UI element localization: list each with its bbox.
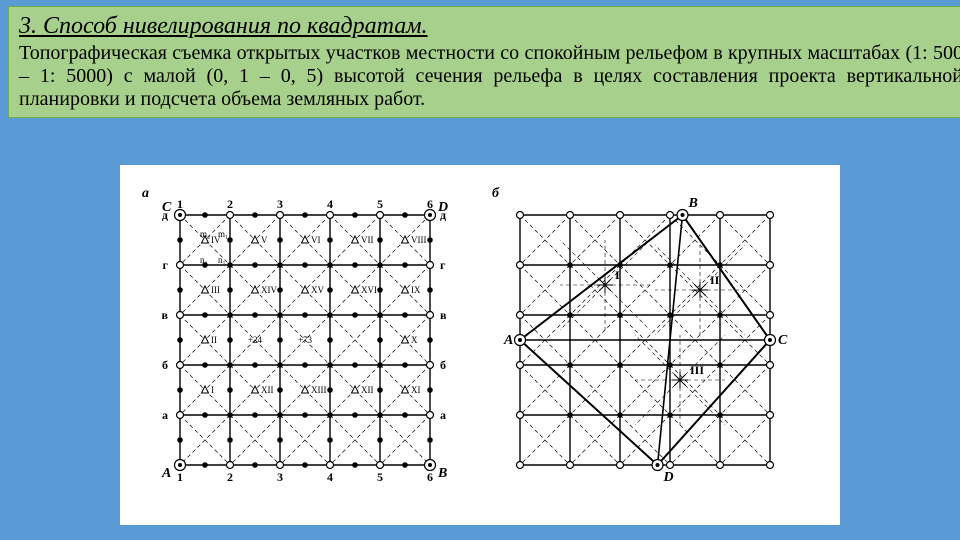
svg-text:1: 1 bbox=[177, 470, 183, 484]
diagram-svg: аIVVVIVIIVIIIIIIXIVXVXVIIXII+24+73XIXIIX… bbox=[120, 175, 840, 515]
svg-text:VIII: VIII bbox=[411, 235, 427, 245]
svg-text:A: A bbox=[161, 466, 171, 481]
svg-text:B: B bbox=[688, 196, 698, 211]
svg-text:X: X bbox=[411, 335, 418, 345]
svg-text:г: г bbox=[163, 258, 169, 272]
svg-text:д: д bbox=[162, 208, 168, 222]
svg-text:A: A bbox=[503, 333, 513, 348]
svg-text:а: а bbox=[440, 408, 446, 422]
figure-container: аIVVVIVIIVIIIIIIXIVXVXVIIXII+24+73XIXIIX… bbox=[120, 165, 840, 525]
svg-text:2: 2 bbox=[227, 197, 233, 211]
svg-text:VI: VI bbox=[311, 235, 321, 245]
svg-text:б: б bbox=[162, 358, 168, 372]
svg-text:б: б bbox=[440, 358, 446, 372]
svg-text:m₁: m₁ bbox=[218, 229, 228, 239]
svg-text:III: III bbox=[690, 363, 704, 377]
svg-text:n₂: n₂ bbox=[200, 255, 208, 265]
svg-text:3: 3 bbox=[277, 470, 283, 484]
svg-text:6: 6 bbox=[427, 470, 433, 484]
svg-text:5: 5 bbox=[377, 470, 383, 484]
svg-text:C: C bbox=[778, 333, 788, 348]
svg-text:IX: IX bbox=[411, 285, 421, 295]
svg-text:VII: VII bbox=[361, 235, 374, 245]
svg-text:D: D bbox=[663, 470, 674, 485]
svg-text:5: 5 bbox=[377, 197, 383, 211]
svg-text:+73: +73 bbox=[298, 335, 313, 345]
title-text: 3. Способ нивелирования по квадратам. bbox=[19, 13, 960, 40]
svg-text:B: B bbox=[437, 466, 447, 481]
svg-text:XII: XII bbox=[361, 385, 374, 395]
svg-text:б: б bbox=[492, 186, 500, 201]
svg-text:4: 4 bbox=[327, 197, 333, 211]
body-text: Топографическая съемка открытых участков… bbox=[19, 42, 960, 111]
svg-text:д: д bbox=[440, 208, 446, 222]
svg-text:а: а bbox=[162, 408, 168, 422]
svg-text:в: в bbox=[162, 308, 169, 322]
svg-text:n₁: n₁ bbox=[218, 255, 226, 265]
svg-text:I: I bbox=[615, 268, 620, 282]
svg-text:II: II bbox=[211, 335, 217, 345]
svg-text:m₂: m₂ bbox=[200, 229, 210, 239]
text-card: 3. Способ нивелирования по квадратам. То… bbox=[8, 6, 960, 118]
svg-text:3: 3 bbox=[277, 197, 283, 211]
svg-text:XVI: XVI bbox=[361, 285, 377, 295]
svg-text:4: 4 bbox=[327, 470, 333, 484]
svg-text:1: 1 bbox=[177, 197, 183, 211]
svg-text:V: V bbox=[261, 235, 268, 245]
svg-text:а: а bbox=[142, 186, 149, 201]
svg-text:XI: XI bbox=[411, 385, 421, 395]
svg-text:XII: XII bbox=[261, 385, 274, 395]
svg-text:2: 2 bbox=[227, 470, 233, 484]
svg-text:+24: +24 bbox=[248, 335, 263, 345]
svg-text:г: г bbox=[440, 258, 446, 272]
svg-text:XIII: XIII bbox=[311, 385, 327, 395]
svg-text:III: III bbox=[211, 285, 220, 295]
svg-text:XV: XV bbox=[311, 285, 324, 295]
svg-text:6: 6 bbox=[427, 197, 433, 211]
svg-text:XIV: XIV bbox=[261, 285, 277, 295]
svg-text:I: I bbox=[211, 385, 214, 395]
svg-text:в: в bbox=[440, 308, 447, 322]
